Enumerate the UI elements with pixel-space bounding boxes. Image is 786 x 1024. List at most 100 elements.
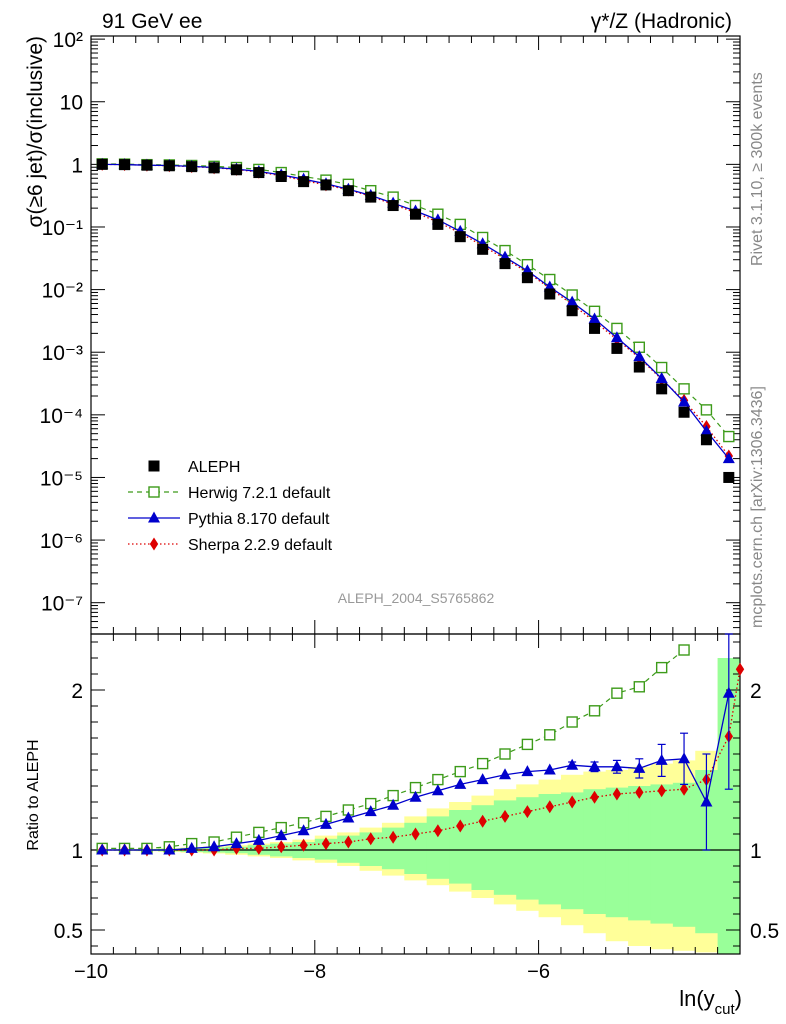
y-tick-label: 10⁻⁶ bbox=[40, 530, 83, 553]
point-pythia bbox=[678, 395, 691, 407]
legend-label-herwig: Herwig 7.2.1 default bbox=[188, 485, 331, 502]
y-tick-label: 10⁻¹ bbox=[42, 217, 83, 240]
ratio-point-pythia bbox=[566, 758, 579, 770]
legend-label-pythia: Pythia 8.170 default bbox=[188, 511, 330, 528]
ratio-point-sherpa bbox=[478, 814, 487, 828]
ratio-point-pythia bbox=[252, 833, 265, 845]
x-axis-title: ln(ycut) bbox=[679, 986, 742, 1018]
ratio-point-sherpa bbox=[523, 805, 532, 819]
point-data bbox=[521, 272, 533, 284]
ratio-point-herwig bbox=[611, 687, 623, 699]
y-tick-label: 10² bbox=[53, 29, 83, 52]
ratio-point-sherpa bbox=[388, 830, 398, 844]
x-tick-label: −8 bbox=[303, 961, 326, 983]
ratio-point-pythia bbox=[633, 761, 646, 773]
point-data bbox=[477, 243, 489, 255]
legend-marker-pythia bbox=[148, 511, 160, 523]
ratio-point-sherpa bbox=[321, 837, 331, 851]
ratio-point-pythia bbox=[275, 829, 288, 841]
ratio-point-sherpa bbox=[657, 784, 666, 798]
ratio-tick-label-right: 2 bbox=[750, 680, 762, 703]
ratio-point-sherpa bbox=[456, 819, 465, 833]
point-data bbox=[141, 159, 153, 171]
y-tick-label: 10⁻⁷ bbox=[41, 593, 83, 616]
point-data bbox=[320, 179, 332, 191]
header-left-label: 91 GeV ee bbox=[102, 10, 202, 33]
ratio-point-sherpa bbox=[433, 824, 443, 838]
ratio-point-pythia bbox=[610, 760, 623, 772]
y-tick-label: 1 bbox=[71, 154, 83, 177]
point-pythia bbox=[610, 331, 623, 343]
band-green-bin bbox=[650, 784, 674, 924]
axis-ticks: −10 −8 −610⁻⁷10⁻⁶10⁻⁵10⁻⁴10⁻³10⁻²10⁻¹11010… bbox=[40, 29, 780, 983]
ratio-point-pythia bbox=[230, 837, 243, 849]
x-tick-label: −10 bbox=[74, 961, 108, 983]
point-pythia bbox=[700, 424, 713, 436]
band-green-bin bbox=[672, 782, 696, 927]
point-data bbox=[96, 158, 108, 170]
band-green-bin bbox=[538, 794, 562, 905]
ratio-point-sherpa bbox=[590, 790, 599, 804]
y-axis-title: σ(≥6 jet)/σ(inclusive) bbox=[24, 36, 47, 227]
y-tick-label: 10⁻⁴ bbox=[40, 405, 83, 428]
ratio-point-pythia bbox=[409, 790, 422, 802]
y-tick-label: 10 bbox=[60, 92, 83, 115]
ratio-tick-label-left: 1 bbox=[71, 840, 83, 863]
ratio-point-herwig bbox=[454, 765, 466, 778]
point-data bbox=[544, 288, 556, 300]
band-green-bin bbox=[628, 786, 651, 921]
mcplots-label: mcplots.cern.ch [arXiv:1306.3436] bbox=[749, 386, 766, 628]
point-data bbox=[298, 176, 310, 188]
legend-marker-data bbox=[148, 460, 160, 472]
ratio-point-sherpa bbox=[500, 809, 510, 823]
point-data bbox=[230, 164, 242, 176]
point-data bbox=[275, 171, 287, 183]
point-herwig bbox=[700, 404, 713, 416]
ratio-point-pythia bbox=[588, 760, 601, 772]
point-data bbox=[454, 231, 466, 243]
ratio-point-herwig bbox=[544, 729, 556, 741]
ratio-point-sherpa bbox=[344, 835, 353, 849]
band-green-bin bbox=[717, 658, 741, 954]
x-tick-label: −6 bbox=[527, 961, 550, 983]
ratio-point-herwig bbox=[678, 644, 690, 656]
band-green-bin bbox=[449, 810, 472, 884]
legend-label-sherpa: Sherpa 2.2.9 default bbox=[188, 537, 333, 554]
point-data bbox=[499, 258, 511, 270]
ratio-point-pythia bbox=[700, 795, 713, 807]
point-pythia bbox=[633, 350, 646, 362]
point-data bbox=[208, 162, 220, 174]
ratio-uncertainty-bands bbox=[91, 658, 741, 954]
ratio-point-pythia bbox=[163, 843, 176, 855]
legend-marker-herwig bbox=[148, 486, 160, 498]
ratio-point-pythia bbox=[454, 777, 467, 789]
ratio-point-herwig bbox=[432, 773, 444, 786]
ratio-point-pythia bbox=[96, 843, 109, 855]
ratio-point-pythia bbox=[722, 686, 735, 698]
ratio-point-sherpa bbox=[635, 785, 644, 799]
ratio-point-pythia bbox=[678, 752, 691, 764]
point-data bbox=[566, 305, 578, 317]
main-series bbox=[96, 157, 735, 483]
header-right-label: γ*/Z (Hadronic) bbox=[591, 10, 732, 33]
ratio-point-sherpa bbox=[411, 827, 420, 841]
ratio-point-sherpa bbox=[366, 832, 375, 846]
point-herwig bbox=[723, 430, 735, 443]
point-data bbox=[611, 342, 623, 354]
band-green-bin bbox=[605, 787, 629, 918]
y-tick-label: 10⁻³ bbox=[42, 342, 83, 365]
legend: ALEPH Herwig 7.2.1 default Pythia 8.170 de… bbox=[128, 459, 333, 554]
band-green-bin bbox=[695, 770, 719, 934]
ratio-point-sherpa bbox=[232, 841, 241, 855]
ratio-point-herwig bbox=[588, 705, 601, 717]
ratio-point-sherpa bbox=[277, 840, 286, 854]
ratio-point-pythia bbox=[140, 843, 153, 855]
ratio-y-axis-title: Ratio to ALEPH bbox=[25, 739, 42, 850]
ratio-point-sherpa bbox=[612, 787, 622, 801]
ratio-tick-label-left: 0.5 bbox=[54, 920, 83, 943]
band-green-bin bbox=[381, 827, 405, 870]
point-data bbox=[163, 160, 175, 172]
ratio-point-sherpa bbox=[679, 782, 689, 796]
rivet-version-label: Rivet 3.1.10, ≥ 300k events bbox=[749, 72, 766, 266]
point-data bbox=[186, 161, 198, 173]
